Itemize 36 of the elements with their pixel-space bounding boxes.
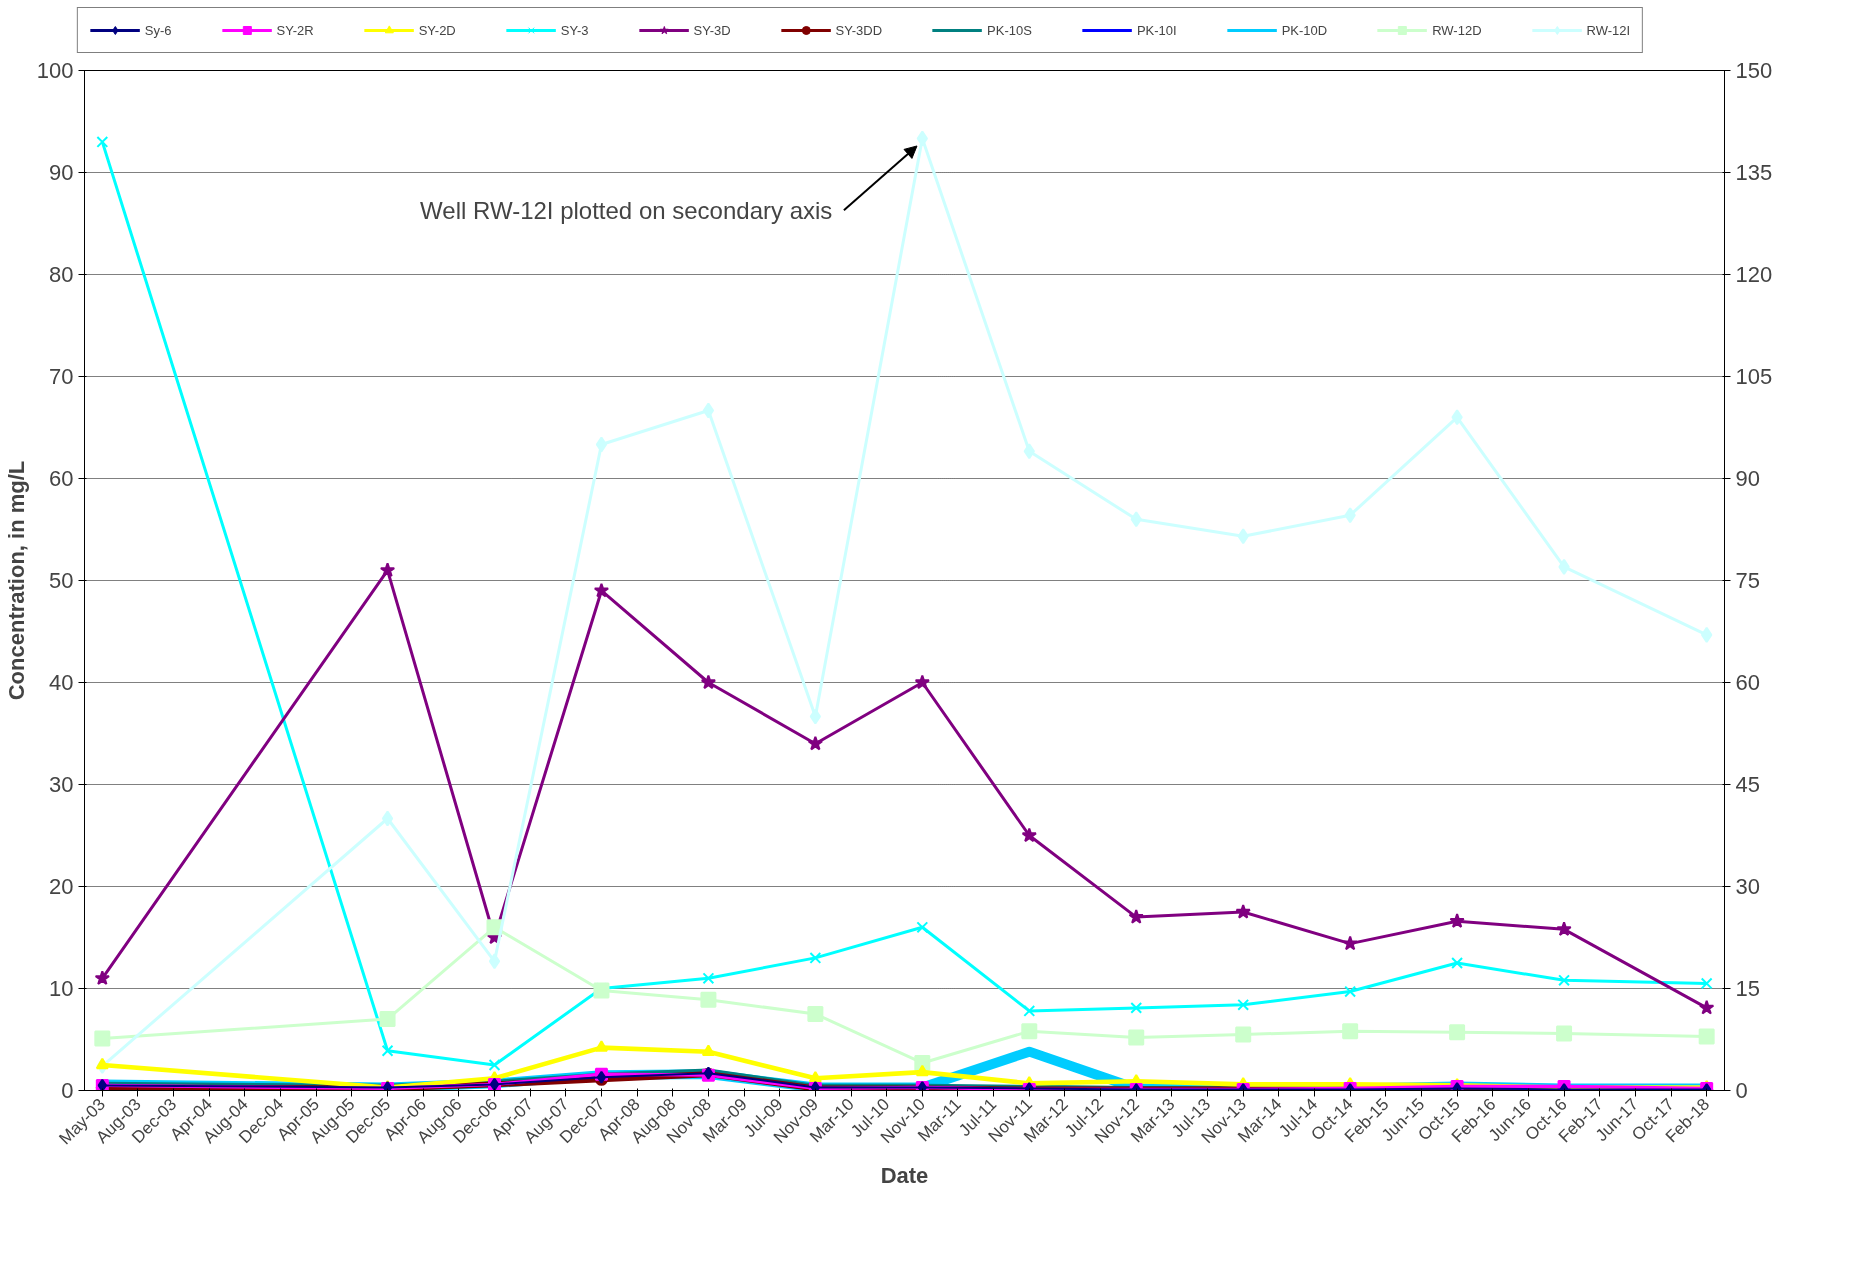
y2-tick-label: 135 [1735,160,1773,185]
legend-label: RW-12D [1432,22,1482,38]
legend-label: SY-2D [418,22,456,38]
annotation: Well RW-12I plotted on secondary axis [420,196,833,224]
legend-label: SY-2R [276,22,314,38]
y2-tick-label: 0 [1735,1078,1748,1103]
y-tick-label: 80 [49,262,74,287]
y2-tick-label: 105 [1735,364,1773,389]
legend-label: SY-3D [693,22,731,38]
y2-tick-label: 30 [1735,874,1760,899]
y2-tick-label: 120 [1735,262,1773,287]
y-tick-label: 50 [49,568,74,593]
y-tick-label: 100 [36,58,74,83]
legend-label: PK-10S [987,22,1032,38]
y-tick-label: 60 [49,466,74,491]
y-tick-label: 20 [49,874,74,899]
legend-label: RW-12I [1586,22,1631,38]
legend-label: Sy-6 [144,22,172,38]
legend-label: SY-3DD [835,22,883,38]
y-tick-label: 40 [49,670,74,695]
x-axis-title: Date [880,1163,929,1189]
legend-label: SY-3 [560,22,589,38]
y-tick-label: 10 [49,976,74,1001]
y2-tick-label: 90 [1735,466,1760,491]
y2-tick-label: 45 [1735,772,1760,797]
legend-label: PK-10I [1136,22,1177,38]
y-tick-label: 70 [49,364,74,389]
legend-label: PK-10D [1281,22,1328,38]
y2-tick-label: 75 [1735,568,1760,593]
y-tick-label: 0 [61,1078,74,1103]
y2-tick-label: 150 [1735,58,1773,83]
y-axis-title: Concentration, in mg/L [3,460,29,701]
y-tick-label: 30 [49,772,74,797]
y2-tick-label: 60 [1735,670,1760,695]
y-tick-label: 90 [49,160,74,185]
y2-tick-label: 15 [1735,976,1760,1001]
